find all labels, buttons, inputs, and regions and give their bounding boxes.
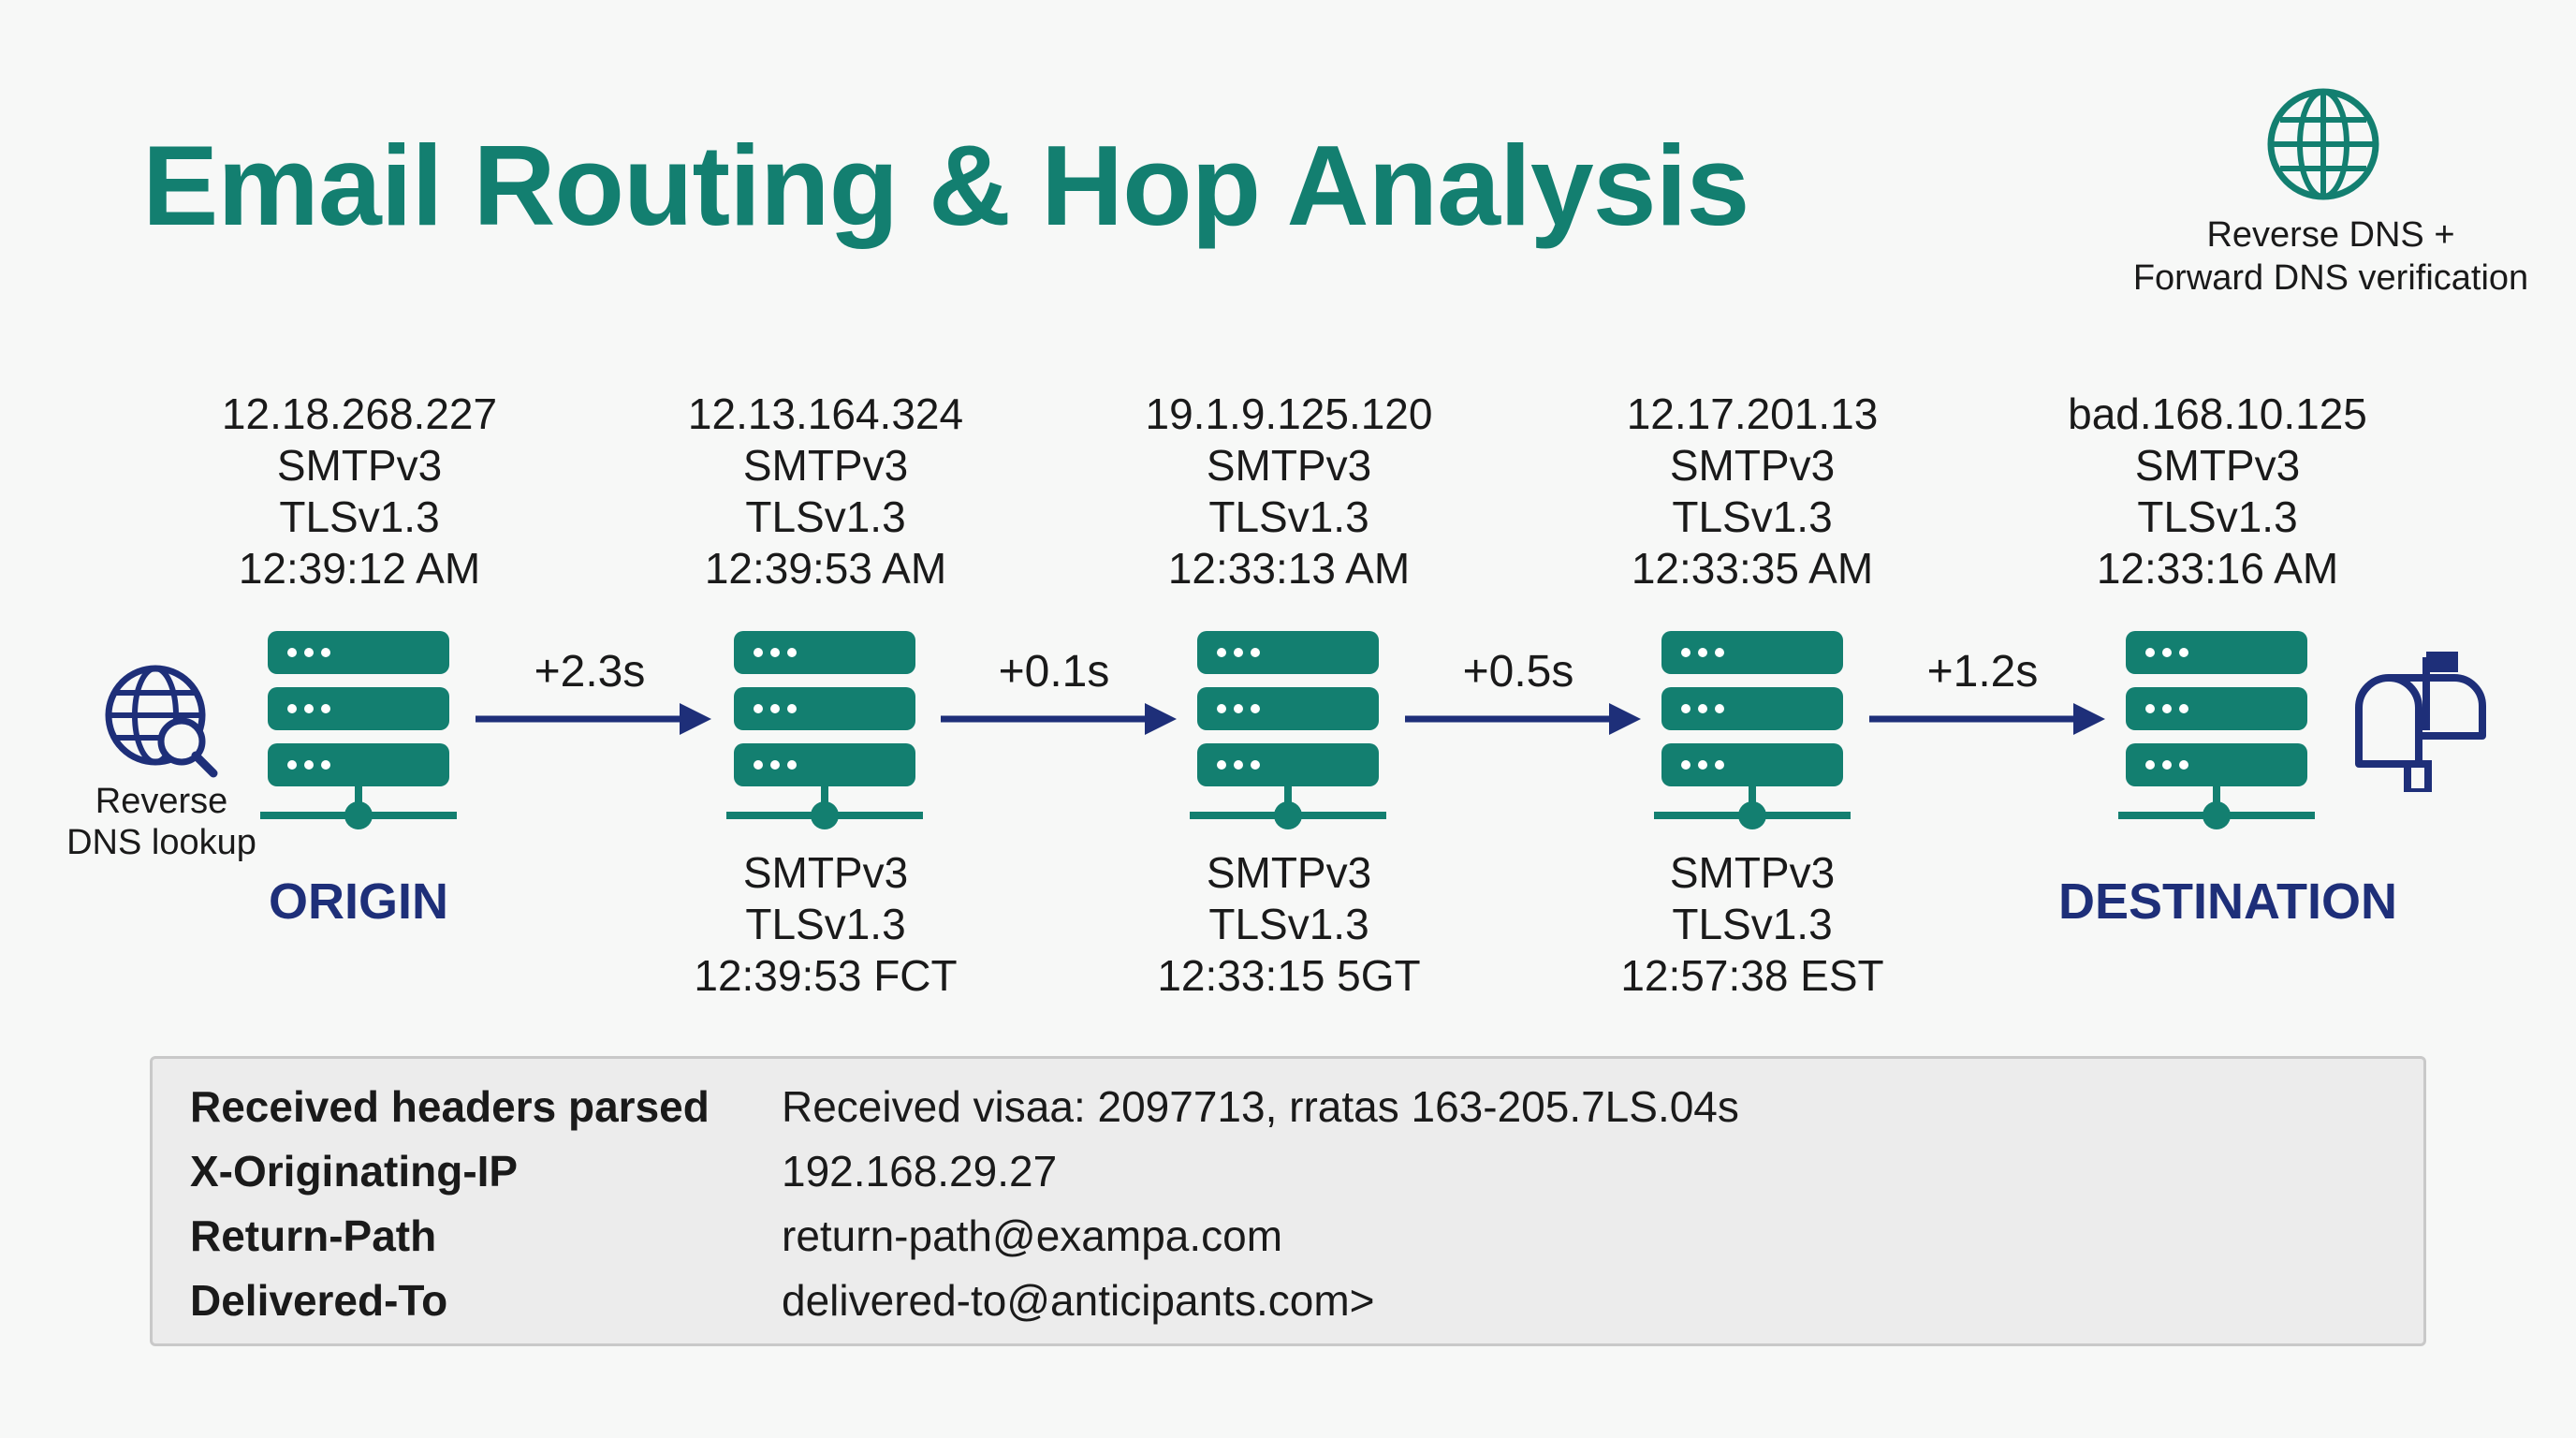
header-key: Received headers parsed — [190, 1082, 710, 1131]
hop-ip: bad.168.10.125 — [2068, 389, 2367, 438]
hop-tls: TLSv1.3 — [745, 492, 906, 541]
server-icon — [1190, 625, 1386, 843]
hop-delay: +1.2s — [1926, 647, 2039, 697]
hop-tls: TLSv1.3 — [279, 492, 440, 541]
hop-time: 12:39:53 FCT — [694, 951, 958, 1000]
hop-1-details: 12.18.268.227 SMTPv3 TLSv1.3 12:39:12 AM — [163, 389, 556, 594]
header-row: Delivered-To delivered-to@anticipants.co… — [153, 1275, 2423, 1340]
hop-time: 12:57:38 EST — [1620, 951, 1884, 1000]
dns-verification-line-1: Reverse DNS + — [2206, 215, 2455, 255]
arrow-right-icon — [1869, 697, 2108, 741]
dns-verification-caption: Reverse DNS + Forward DNS verification — [2097, 213, 2565, 300]
hop-time: 12:33:13 AM — [1167, 544, 1411, 593]
hop-4-received-details: SMTPv3 TLSv1.3 12:57:38 EST — [1556, 847, 1949, 1002]
dns-verification-line-2: Forward DNS verification — [2132, 258, 2529, 298]
hop-delay: +0.5s — [1462, 647, 1574, 697]
hop-ip: 19.1.9.125.120 — [1145, 389, 1433, 438]
hop-time: 12:33:15 5GT — [1157, 951, 1421, 1000]
hop-protocol: SMTPv3 — [2134, 441, 2301, 490]
hop-time: 12:39:53 AM — [704, 544, 947, 593]
header-value: delivered-to@anticipants.com> — [782, 1276, 1375, 1325]
reverse-dns-line-2: DNS lookup — [66, 823, 256, 862]
header-value: Received visaa: 2097713, rratas 163-205.… — [782, 1082, 1739, 1131]
header-row: Received headers parsed Received visaa: … — [153, 1081, 2423, 1146]
hop-3-received-details: SMTPv3 TLSv1.3 12:33:15 5GT — [1092, 847, 1486, 1002]
hop-tls: TLSv1.3 — [1208, 900, 1369, 948]
header-key: Delivered-To — [190, 1276, 448, 1325]
hop-3-details: 19.1.9.125.120 SMTPv3 TLSv1.3 12:33:13 A… — [1092, 389, 1486, 594]
arrow-right-icon — [476, 697, 714, 741]
hop-delay: +0.1s — [998, 647, 1110, 697]
hop-protocol: SMTPv3 — [1669, 848, 1836, 897]
destination-label: DESTINATION — [2058, 873, 2397, 930]
hop-ip: 12.18.268.227 — [221, 389, 498, 438]
hop-5-details: bad.168.10.125 SMTPv3 TLSv1.3 12:33:16 A… — [2021, 389, 2414, 594]
reverse-dns-line-1: Reverse — [95, 782, 228, 821]
server-icon — [1654, 625, 1851, 843]
arrow-right-icon — [1405, 697, 1644, 741]
header-row: X-Originating-IP 192.168.29.27 — [153, 1146, 2423, 1211]
header-key: X-Originating-IP — [190, 1147, 519, 1196]
header-row: Return-Path return-path@exampa.com — [153, 1211, 2423, 1275]
reverse-dns-caption: Reverse DNS lookup — [37, 781, 285, 863]
hop-protocol: SMTPv3 — [276, 441, 443, 490]
arrow-right-icon — [941, 697, 1179, 741]
server-icon — [2118, 625, 2315, 843]
server-icon — [260, 625, 457, 843]
mailbox-icon — [2349, 642, 2490, 796]
hop-2-details: 12.13.164.324 SMTPv3 TLSv1.3 12:39:53 AM — [629, 389, 1022, 594]
hop-tls: TLSv1.3 — [1672, 492, 1833, 541]
hop-protocol: SMTPv3 — [1669, 441, 1836, 490]
hop-time: 12:39:12 AM — [238, 544, 481, 593]
hop-tls: TLSv1.3 — [1672, 900, 1833, 948]
hop-tls: TLSv1.3 — [745, 900, 906, 948]
hop-time: 12:33:16 AM — [2096, 544, 2339, 593]
origin-label: ORIGIN — [268, 873, 448, 930]
hop-protocol: SMTPv3 — [1206, 441, 1372, 490]
hop-tls: TLSv1.3 — [2137, 492, 2298, 541]
hop-ip: 12.17.201.13 — [1626, 389, 1879, 438]
header-key: Return-Path — [190, 1211, 437, 1260]
page-title: Email Routing & Hop Analysis — [142, 122, 1749, 249]
hop-time: 12:33:35 AM — [1631, 544, 1874, 593]
hop-protocol: SMTPv3 — [1206, 848, 1372, 897]
server-icon — [726, 625, 923, 843]
hop-protocol: SMTPv3 — [742, 848, 909, 897]
hop-2-received-details: SMTPv3 TLSv1.3 12:39:53 FCT — [629, 847, 1022, 1002]
hop-4-details: 12.17.201.13 SMTPv3 TLSv1.3 12:33:35 AM — [1556, 389, 1949, 594]
globe-search-icon — [101, 661, 221, 781]
hop-protocol: SMTPv3 — [742, 441, 909, 490]
hop-ip: 12.13.164.324 — [687, 389, 964, 438]
hop-delay: +2.3s — [534, 647, 646, 697]
header-details-panel: Received headers parsed Received visaa: … — [150, 1056, 2426, 1346]
header-value: return-path@exampa.com — [782, 1211, 1283, 1260]
globe-icon — [2263, 84, 2383, 204]
header-value: 192.168.29.27 — [782, 1147, 1058, 1196]
hop-tls: TLSv1.3 — [1208, 492, 1369, 541]
